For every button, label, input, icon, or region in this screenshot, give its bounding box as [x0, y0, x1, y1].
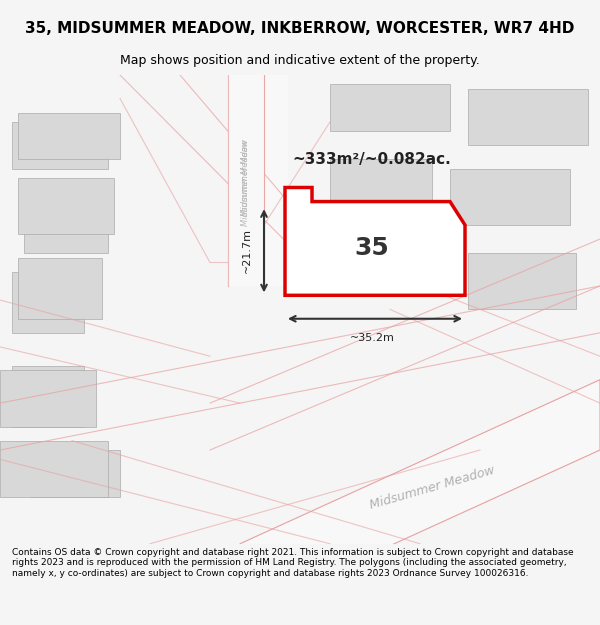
Polygon shape: [24, 197, 108, 253]
Polygon shape: [285, 188, 465, 295]
Polygon shape: [468, 89, 588, 145]
Polygon shape: [18, 178, 114, 234]
Polygon shape: [468, 253, 576, 309]
Polygon shape: [0, 441, 108, 497]
Text: ~333m²/~0.082ac.: ~333m²/~0.082ac.: [293, 152, 451, 167]
Text: ~21.7m: ~21.7m: [242, 228, 252, 273]
Text: 35, MIDSUMMER MEADOW, INKBERROW, WORCESTER, WR7 4HD: 35, MIDSUMMER MEADOW, INKBERROW, WORCEST…: [25, 21, 575, 36]
Text: Midsummer Meadow: Midsummer Meadow: [368, 463, 496, 512]
Polygon shape: [30, 450, 120, 497]
Polygon shape: [252, 75, 288, 286]
Polygon shape: [450, 169, 570, 225]
Text: 35: 35: [355, 236, 389, 261]
Polygon shape: [12, 366, 84, 426]
Polygon shape: [18, 112, 120, 159]
Text: ~35.2m: ~35.2m: [350, 332, 394, 342]
Polygon shape: [228, 75, 264, 286]
Text: Contains OS data © Crown copyright and database right 2021. This information is : Contains OS data © Crown copyright and d…: [12, 548, 574, 578]
Polygon shape: [330, 84, 450, 131]
Polygon shape: [240, 379, 600, 614]
Text: Midsummer Meadow: Midsummer Meadow: [241, 139, 251, 226]
Polygon shape: [18, 258, 102, 319]
Text: Map shows position and indicative extent of the property.: Map shows position and indicative extent…: [120, 54, 480, 67]
Polygon shape: [0, 370, 96, 426]
Polygon shape: [12, 122, 108, 169]
Polygon shape: [330, 159, 432, 225]
Polygon shape: [12, 272, 84, 332]
Text: Midsummer Meaw: Midsummer Meaw: [241, 140, 251, 216]
